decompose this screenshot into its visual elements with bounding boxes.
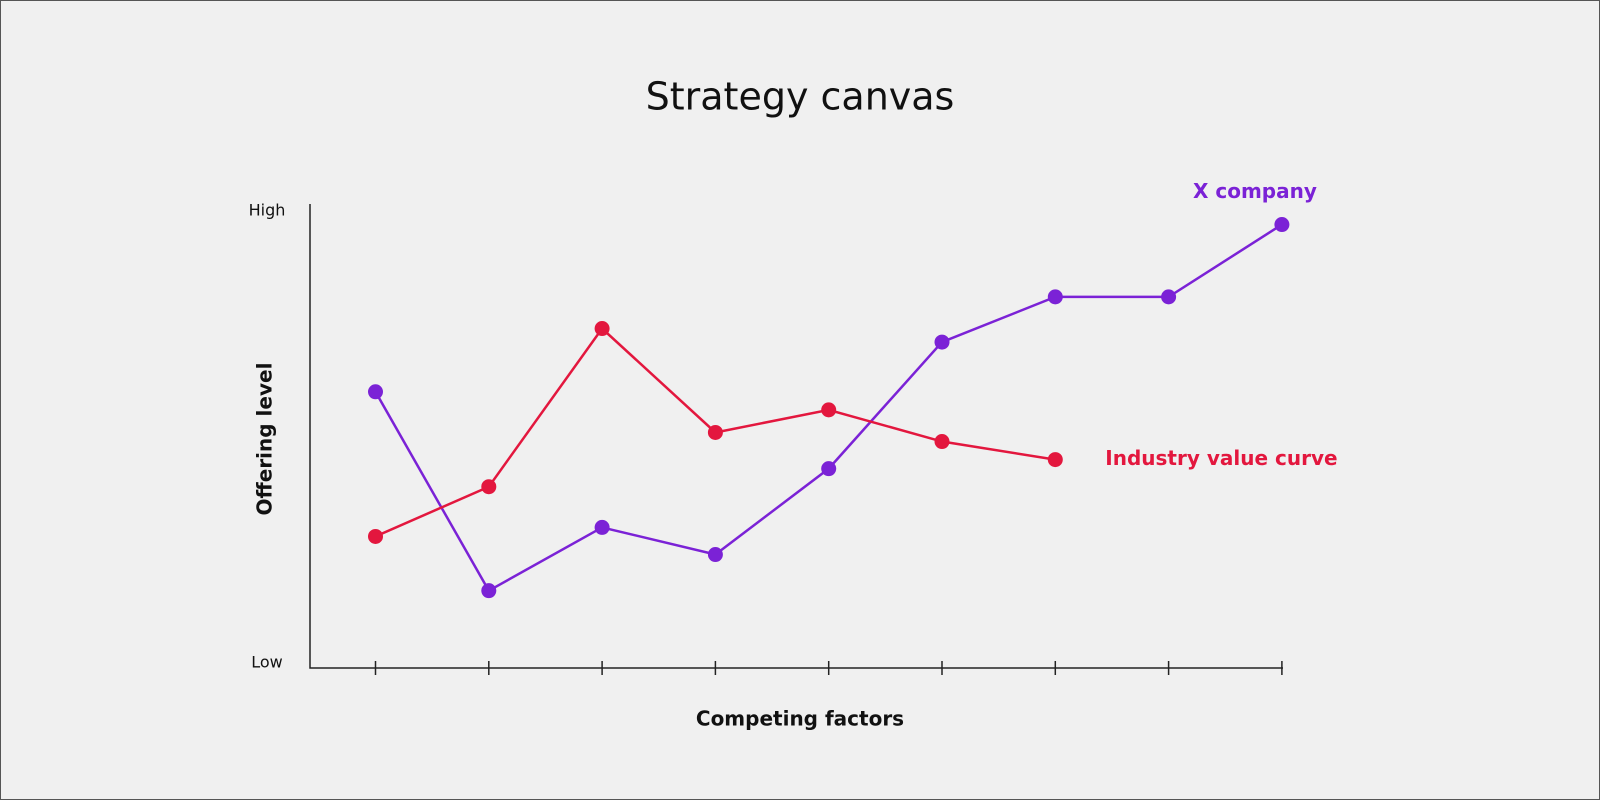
data-point <box>821 461 837 477</box>
y-tick-label: Low <box>251 653 283 672</box>
data-point <box>1274 217 1290 233</box>
y-tick-label: High <box>249 201 286 220</box>
data-point <box>934 334 950 350</box>
data-point <box>934 434 950 450</box>
data-point <box>1161 289 1177 305</box>
data-point <box>1047 452 1063 468</box>
data-point <box>594 519 610 535</box>
series-label: X company <box>1193 179 1317 203</box>
data-point <box>481 583 497 599</box>
x-axis-label: Competing factors <box>696 707 904 731</box>
y-axis-label: Offering level <box>253 363 277 516</box>
chart-title: Strategy canvas <box>646 75 955 119</box>
data-point <box>1047 289 1063 305</box>
data-point <box>707 424 723 440</box>
data-point <box>368 384 383 400</box>
data-point <box>594 321 610 337</box>
axes <box>309 204 1283 669</box>
data-point <box>368 528 383 544</box>
data-point <box>821 402 837 418</box>
series-label: Industry value curve <box>1105 446 1337 470</box>
data-point <box>707 547 723 563</box>
data-point <box>481 479 497 495</box>
